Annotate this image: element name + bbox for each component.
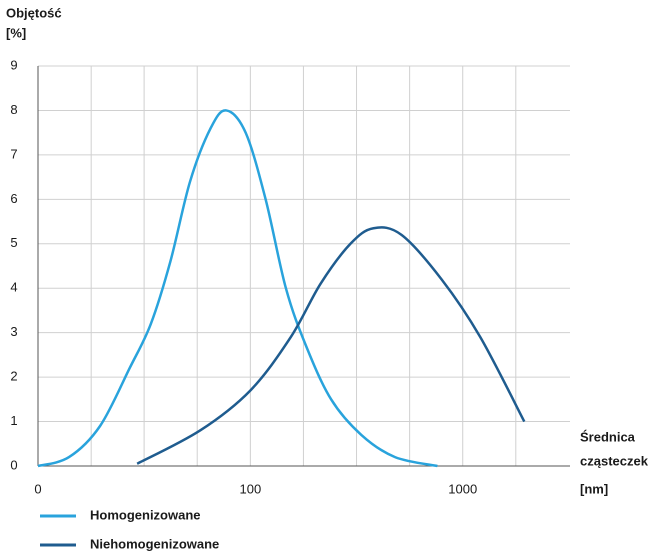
- legend-label: Homogenizowane: [90, 507, 201, 522]
- y-axis-title: Objętość: [6, 5, 62, 20]
- y-tick-label: 6: [10, 191, 17, 206]
- y-tick-label: 1: [10, 413, 17, 428]
- x-axis-unit: [nm]: [580, 481, 608, 496]
- x-axis-title: cząsteczek: [580, 453, 649, 468]
- x-tick-label: 0: [34, 481, 41, 496]
- x-tick-label: 1000: [448, 481, 477, 496]
- y-tick-label: 3: [10, 324, 17, 339]
- y-tick-label: 0: [10, 457, 17, 472]
- x-axis-title: Średnica: [580, 429, 636, 444]
- y-tick-label: 9: [10, 57, 17, 72]
- series-line: [136, 226, 526, 465]
- y-tick-label: 8: [10, 102, 17, 117]
- series-line: [37, 109, 438, 468]
- x-tick-label: 100: [240, 481, 262, 496]
- legend-label: Niehomogenizowane: [90, 536, 219, 551]
- y-axis-unit: [%]: [6, 25, 26, 40]
- y-tick-label: 5: [10, 235, 17, 250]
- y-tick-label: 7: [10, 146, 17, 161]
- y-tick-label: 4: [10, 280, 17, 295]
- y-tick-label: 2: [10, 369, 17, 384]
